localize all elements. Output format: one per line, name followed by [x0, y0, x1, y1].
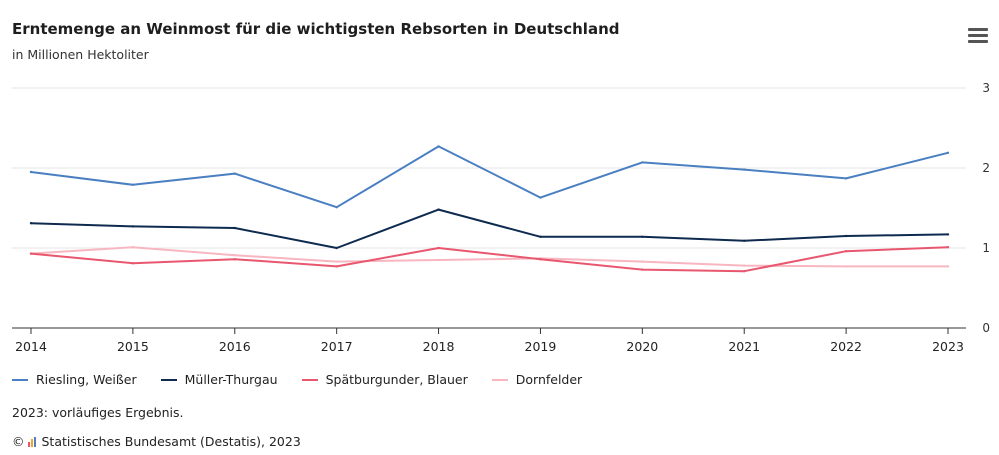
data-point: [233, 254, 236, 257]
y-tick-label: 1: [982, 241, 990, 255]
legend-label: Dornfelder: [515, 372, 583, 387]
data-point: [844, 234, 848, 238]
x-tick-label: 2014: [15, 339, 47, 354]
data-point: [539, 235, 542, 238]
data-point: [29, 222, 33, 225]
data-point: [946, 265, 950, 268]
series-line: [30, 246, 948, 268]
data-point: [844, 177, 848, 180]
y-tick-label: 3: [982, 81, 990, 95]
x-tick-label: 2016: [219, 339, 251, 354]
data-point: [131, 246, 135, 249]
legend-item[interactable]: Spätburgunder, Blauer: [301, 372, 468, 387]
data-point: [641, 260, 644, 263]
data-point: [335, 206, 338, 209]
x-tick-label: 2015: [117, 339, 149, 354]
menu-bar: [968, 40, 988, 43]
data-point: [437, 246, 440, 250]
hamburger-menu-icon[interactable]: [968, 28, 988, 44]
legend-item[interactable]: Müller-Thurgau: [160, 372, 278, 387]
data-point: [743, 239, 746, 242]
data-point: [29, 170, 33, 174]
data-point: [437, 208, 440, 211]
legend-swatch: [12, 378, 28, 381]
data-point: [844, 265, 848, 268]
data-point: [946, 246, 950, 249]
data-point: [437, 258, 440, 262]
data-point: [29, 252, 33, 255]
x-tick-label: 2020: [626, 339, 658, 354]
legend-item[interactable]: Dornfelder: [491, 372, 583, 387]
x-tick-label: 2019: [525, 339, 557, 354]
menu-bar: [968, 28, 988, 31]
x-tick-label: 2022: [830, 339, 862, 354]
data-point: [437, 145, 440, 148]
data-point: [131, 262, 135, 265]
data-point: [844, 250, 848, 253]
legend-item[interactable]: Riesling, Weißer: [12, 372, 137, 387]
x-tick-label: 2018: [423, 339, 455, 354]
destatis-logo-icon: [27, 436, 36, 447]
y-tick-label: 2: [982, 161, 990, 175]
chart-legend: Riesling, Weißer Müller-Thurgau Spätburgun…: [12, 372, 582, 387]
data-point: [641, 235, 644, 238]
legend-swatch: [491, 378, 508, 381]
line-chart: 0 1 2 3 2014 2015 2016 2017 2018 2019 2020 2021 2022…: [12, 81, 990, 354]
data-point: [131, 225, 135, 228]
data-point: [233, 172, 236, 175]
data-point: [641, 268, 644, 271]
data-point: [335, 246, 338, 250]
menu-bar: [968, 34, 988, 37]
y-tick-label: 0: [982, 321, 990, 335]
x-tick-label: 2017: [321, 339, 353, 354]
legend-label: Spätburgunder, Blauer: [325, 372, 468, 387]
data-point: [131, 183, 135, 186]
series-line: [30, 246, 949, 273]
data-point: [743, 270, 746, 273]
legend-label: Müller-Thurgau: [184, 372, 278, 387]
data-point: [539, 258, 542, 261]
chart-subtitle: in Millionen Hektoliter: [12, 47, 149, 62]
data-point: [743, 168, 746, 171]
footnote: 2023: vorläufiges Ergebnis.: [12, 405, 184, 420]
chart-title: Erntemenge an Weinmost für die wichtigst…: [12, 20, 620, 38]
x-tick-label: 2021: [728, 339, 760, 354]
data-point: [233, 258, 236, 261]
data-point: [946, 233, 950, 236]
series-line: [30, 145, 949, 209]
source-text[interactable]: Statistisches Bundesamt (Destatis), 2023: [41, 434, 301, 449]
legend-label: Riesling, Weißer: [36, 372, 137, 387]
data-point: [335, 260, 338, 263]
x-tick-label: 2023: [932, 339, 964, 354]
data-point: [946, 151, 950, 154]
legend-swatch: [301, 378, 318, 381]
data-point: [539, 196, 542, 199]
data-point: [641, 161, 644, 164]
data-point: [335, 265, 338, 268]
source-credit: © Statistisches Bundesamt (Destatis), 20…: [12, 434, 301, 449]
data-point: [743, 264, 746, 267]
data-point: [233, 226, 236, 230]
legend-swatch: [160, 378, 177, 381]
series-line: [30, 208, 949, 249]
copyright-symbol: ©: [12, 434, 25, 449]
